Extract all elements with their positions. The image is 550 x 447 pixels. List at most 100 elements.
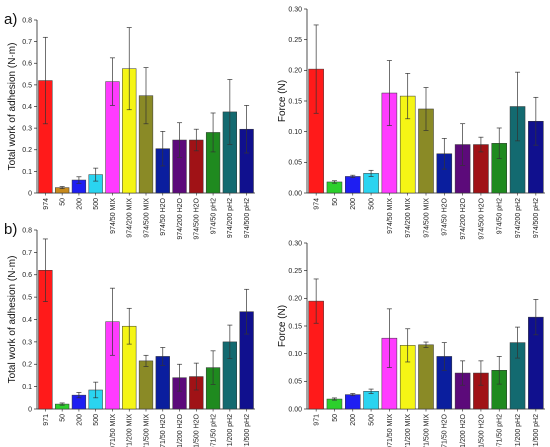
error-bar xyxy=(405,328,411,363)
x-tick-label: 974/500 pH2 xyxy=(244,198,251,238)
x-tick-label: 971 xyxy=(43,414,50,426)
x-tick-label: 974/50 MIX xyxy=(387,198,394,234)
x-tick-label: 971/200 MIX xyxy=(405,414,412,447)
error-bar xyxy=(405,73,411,120)
error-bar xyxy=(478,136,484,153)
x-tick-label: 500 xyxy=(93,414,100,426)
error-bar xyxy=(515,71,521,142)
error-bar xyxy=(193,128,199,152)
x-tick-label: 200 xyxy=(76,414,83,426)
x-tick-label: 200 xyxy=(350,198,357,210)
error-bar xyxy=(160,131,166,167)
y-tick-label: 0.25 xyxy=(288,37,302,44)
error-bar xyxy=(423,87,429,131)
error-bar xyxy=(143,67,149,125)
x-tick-label: 974 xyxy=(43,198,50,210)
error-bar xyxy=(59,186,65,190)
error-bar xyxy=(423,341,429,348)
error-bar xyxy=(76,176,82,184)
error-bar xyxy=(143,354,149,367)
error-bar xyxy=(210,112,216,153)
x-tick-label: 974/200 pH2 xyxy=(515,198,522,238)
chart-panel-b-work: 0 0.1 0.2 0.3 0.4 0.5 0.6 0.7 0.8 Total work of a… xyxy=(4,221,255,447)
error-bar xyxy=(533,96,539,146)
error-bar xyxy=(177,363,183,392)
x-tick-label: 50 xyxy=(60,414,67,422)
bar xyxy=(326,398,343,410)
y-tick-label: 0.7 xyxy=(22,250,32,257)
x-tick-label: 971/500 H2O xyxy=(194,413,201,447)
error-bar xyxy=(368,388,374,394)
x-tick-label: 971/50 MIX xyxy=(110,414,117,447)
y-tick-label: 0.8 xyxy=(22,227,32,234)
x-tick-label: 974/50 pH2 xyxy=(497,198,504,234)
error-bar xyxy=(177,122,183,158)
error-bar xyxy=(386,308,392,368)
y-tick-label: 0 xyxy=(28,406,32,413)
error-bar xyxy=(109,57,115,106)
y-tick-label: 0.30 xyxy=(288,240,302,247)
y-tick-label: 0.4 xyxy=(22,104,32,111)
x-tick-label: 500 xyxy=(93,198,100,210)
y-tick-label: 0.1 xyxy=(22,169,32,176)
y-tick-label: 0.30 xyxy=(288,6,302,13)
y-tick-label: 0 xyxy=(28,190,32,197)
error-bar xyxy=(76,392,82,399)
x-tick-label: 971/50 H2O xyxy=(442,413,449,447)
error-bar xyxy=(227,79,233,145)
error-bar xyxy=(331,180,337,184)
error-bar xyxy=(59,402,65,406)
error-bar xyxy=(313,278,319,324)
error-bar xyxy=(244,105,250,154)
x-tick-label: 971/50 MIX xyxy=(387,414,394,447)
error-bar xyxy=(441,342,447,371)
error-bar xyxy=(126,307,132,345)
x-tick-label: 971/200 pH2 xyxy=(227,414,234,447)
x-tick-label: 974/500 H2O xyxy=(194,197,201,239)
x-tick-label: 50 xyxy=(332,198,339,206)
y-tick-label: 0.20 xyxy=(288,68,302,75)
panel-label: b) xyxy=(4,221,17,238)
x-tick-label: 971/50 pH2 xyxy=(210,414,217,447)
y-tick-label: 0.8 xyxy=(22,17,32,24)
error-bar xyxy=(533,299,539,336)
x-tick-label: 971/200 H2O xyxy=(177,413,184,447)
error-bar xyxy=(478,360,484,386)
error-bar xyxy=(350,393,356,397)
x-tick-label: 974/50 H2O xyxy=(442,197,449,235)
bar xyxy=(345,176,361,194)
x-tick-label: 971/200 pH2 xyxy=(515,414,522,447)
error-bar xyxy=(42,238,48,302)
x-tick-label: 971/500 H2O xyxy=(478,413,485,447)
x-tick-label: 974 xyxy=(314,198,321,210)
y-tick-label: 0.1 xyxy=(22,384,32,391)
y-tick-label: 0.25 xyxy=(288,268,302,275)
y-tick-label: 0.00 xyxy=(288,406,302,413)
x-tick-label: 974/50 pH2 xyxy=(210,198,217,234)
x-tick-label: 971/500 MIX xyxy=(143,414,150,447)
error-bar xyxy=(496,356,502,385)
y-tick-label: 0.3 xyxy=(22,126,32,133)
x-tick-label: 971/50 H2O xyxy=(160,413,167,447)
x-tick-label: 971 xyxy=(314,414,321,426)
error-bar xyxy=(460,360,466,386)
error-bar xyxy=(313,24,319,114)
error-bar xyxy=(160,347,166,366)
y-axis-label: Force (N) xyxy=(277,305,288,347)
error-bar xyxy=(210,350,216,385)
bar xyxy=(138,360,154,410)
panel-label: a) xyxy=(4,11,17,28)
error-bar xyxy=(126,27,132,111)
y-tick-label: 0.6 xyxy=(22,272,32,279)
bar xyxy=(363,391,379,410)
x-tick-label: 974/50 H2O xyxy=(160,197,167,235)
y-tick-label: 0.2 xyxy=(22,147,32,154)
y-tick-label: 0.3 xyxy=(22,339,32,346)
error-bar xyxy=(460,123,466,166)
y-tick-label: 0.2 xyxy=(22,362,32,369)
x-tick-label: 974/50 MIX xyxy=(110,198,117,234)
y-tick-label: 0.05 xyxy=(288,379,302,386)
x-tick-label: 974/500 MIX xyxy=(143,198,150,238)
y-tick-label: 0.15 xyxy=(288,323,302,330)
